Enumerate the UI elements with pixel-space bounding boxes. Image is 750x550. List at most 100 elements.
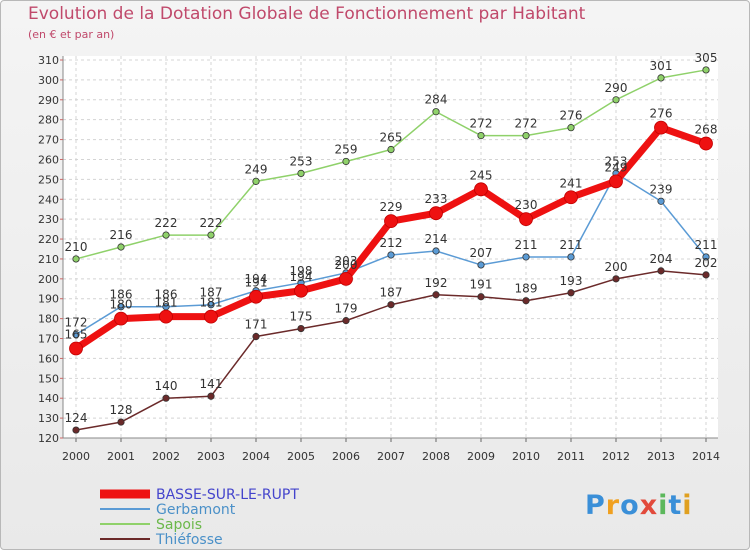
point-basse-sur-le-rupt [114, 311, 128, 326]
legend-label: Sapois [156, 517, 202, 533]
logo-letter: i [682, 490, 693, 521]
data-label-gerbamont: 194 [245, 272, 268, 286]
data-label-gerbamont: 211 [515, 238, 538, 252]
x-tick-label: 2005 [287, 450, 315, 463]
logo-letter: o [620, 490, 640, 521]
data-label-sapois: 301 [650, 59, 673, 73]
data-label-basse-sur-le-rupt: 181 [200, 296, 223, 310]
point-thi-fosse [567, 289, 575, 297]
data-label-thi-fosse: 124 [65, 411, 88, 425]
point-basse-sur-le-rupt [294, 283, 308, 298]
data-label-sapois: 216 [110, 228, 133, 242]
data-label-basse-sur-le-rupt: 241 [560, 176, 583, 190]
data-label-gerbamont: 186 [155, 288, 178, 302]
data-label-sapois: 253 [290, 154, 313, 168]
logo-letter: i [658, 490, 669, 521]
data-label-gerbamont: 187 [200, 286, 223, 300]
y-tick-label: 290 [38, 94, 59, 107]
data-label-sapois: 210 [65, 240, 88, 254]
x-tick-label: 2014 [692, 450, 720, 463]
legend-label: BASSE-SUR-LE-RUPT [156, 487, 299, 503]
data-label-gerbamont: 203 [335, 254, 358, 268]
series-lines [69, 66, 713, 434]
point-gerbamont [702, 253, 710, 261]
x-tick-label: 2008 [422, 450, 450, 463]
chart-subtitle: (en € et par an) [28, 28, 115, 41]
point-sapois [387, 145, 395, 154]
point-thi-fosse [207, 392, 215, 400]
data-label-sapois: 284 [425, 93, 448, 107]
x-tick-label: 2002 [152, 450, 180, 463]
data-label-gerbamont: 186 [110, 288, 133, 302]
data-label-gerbamont: 172 [65, 316, 88, 330]
point-thi-fosse [657, 267, 665, 275]
data-label-basse-sur-le-rupt: 180 [110, 298, 133, 312]
point-thi-fosse [117, 418, 125, 426]
proxiti-logo: Proxiti [585, 490, 693, 521]
legend-label: Thiéfosse [155, 532, 223, 548]
data-label-thi-fosse: 191 [470, 278, 493, 292]
y-tick-label: 190 [38, 293, 59, 306]
point-basse-sur-le-rupt [69, 341, 83, 356]
x-tick-label: 2007 [377, 450, 405, 463]
data-label-basse-sur-le-rupt: 268 [695, 123, 718, 137]
data-label-thi-fosse: 204 [650, 252, 673, 266]
point-basse-sur-le-rupt [519, 212, 533, 227]
point-thi-fosse [72, 426, 80, 434]
data-label-sapois: 222 [155, 216, 178, 230]
y-tick-label: 250 [38, 173, 59, 186]
data-label-basse-sur-le-rupt: 245 [470, 168, 493, 182]
point-gerbamont [72, 330, 80, 339]
logo-letter: t [668, 490, 683, 521]
point-thi-fosse [522, 297, 530, 305]
y-tick-label: 180 [38, 313, 59, 326]
point-thi-fosse [612, 275, 620, 283]
point-sapois [117, 243, 125, 251]
point-thi-fosse [342, 317, 350, 325]
data-label-gerbamont: 253 [605, 154, 628, 168]
data-label-sapois: 265 [380, 131, 403, 145]
data-label-basse-sur-le-rupt: 200 [335, 258, 358, 272]
data-label-basse-sur-le-rupt: 230 [515, 198, 538, 212]
x-tick-label: 2004 [242, 450, 270, 463]
data-label-basse-sur-le-rupt: 194 [290, 270, 313, 284]
data-label-gerbamont: 239 [650, 182, 673, 196]
data-label-basse-sur-le-rupt: 191 [245, 276, 268, 290]
point-basse-sur-le-rupt [384, 214, 398, 229]
data-label-thi-fosse: 189 [515, 282, 538, 296]
data-label-thi-fosse: 175 [290, 310, 313, 324]
x-tick-label: 2003 [197, 450, 225, 463]
data-label-gerbamont: 212 [380, 236, 403, 250]
point-gerbamont [522, 253, 530, 261]
data-label-sapois: 272 [515, 117, 538, 131]
x-tick-label: 2010 [512, 450, 540, 463]
data-label-sapois: 305 [695, 51, 718, 65]
point-gerbamont [432, 247, 440, 255]
data-label-thi-fosse: 179 [335, 302, 358, 316]
y-tick-label: 140 [38, 392, 59, 405]
data-label-basse-sur-le-rupt: 249 [605, 160, 628, 174]
data-label-thi-fosse: 200 [605, 260, 628, 274]
point-thi-fosse [702, 271, 710, 279]
data-label-thi-fosse: 141 [200, 377, 223, 391]
data-label-gerbamont: 207 [470, 246, 493, 260]
point-basse-sur-le-rupt [249, 289, 263, 304]
point-sapois [207, 231, 215, 239]
point-thi-fosse [432, 291, 440, 299]
y-tick-label: 130 [38, 412, 59, 425]
data-label-thi-fosse: 193 [560, 274, 583, 288]
chart-title: Evolution de la Dotation Globale de Fonc… [28, 4, 586, 24]
y-tick-label: 170 [38, 333, 59, 346]
y-tick-label: 150 [38, 372, 59, 385]
y-tick-label: 220 [38, 233, 59, 246]
x-axis: 2000 2001 2002 2003 2004 2005 2006 2007 2008 2009… [62, 437, 720, 463]
data-label-basse-sur-le-rupt: 181 [155, 296, 178, 310]
data-label-sapois: 222 [200, 216, 223, 230]
data-label-basse-sur-le-rupt: 233 [425, 192, 448, 206]
logo-letter: r [605, 490, 621, 521]
grid [63, 56, 718, 439]
point-basse-sur-le-rupt [609, 174, 623, 189]
y-tick-label: 240 [38, 193, 59, 206]
x-tick-label: 2000 [62, 450, 90, 463]
